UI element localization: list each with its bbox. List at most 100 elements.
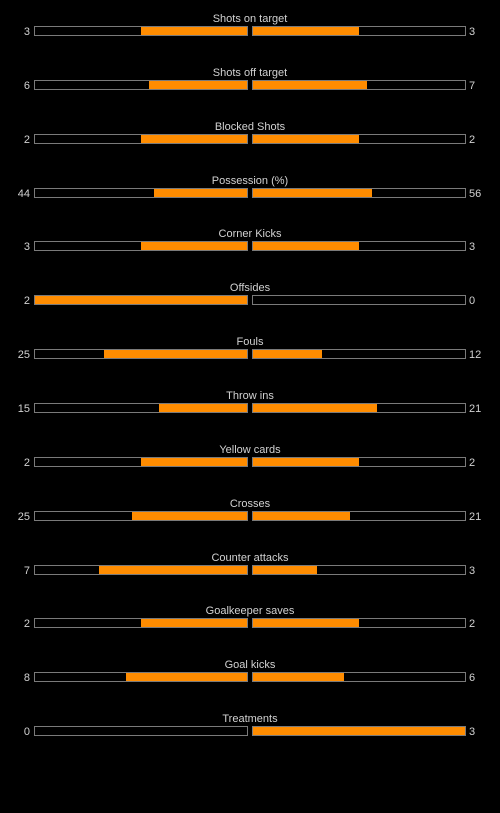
away-value: 3 — [469, 26, 476, 38]
home-value: 8 — [23, 672, 30, 684]
stat-label: Goalkeeper saves — [205, 605, 295, 617]
stat-row: Blocked Shots 2 2 — [0, 120, 500, 160]
away-value: 12 — [469, 349, 482, 361]
stat-row: Goalkeeper saves 2 2 — [0, 604, 500, 644]
away-bar — [252, 726, 466, 736]
stat-label: Counter attacks — [211, 552, 289, 564]
home-bar — [34, 349, 248, 359]
home-value: 2 — [23, 134, 30, 146]
away-bar-fill — [253, 81, 367, 89]
home-value: 2 — [23, 618, 30, 630]
home-value: 3 — [23, 26, 30, 38]
home-bar — [34, 457, 248, 467]
away-value: 56 — [469, 188, 482, 200]
stat-row: Throw ins 15 21 — [0, 389, 500, 429]
home-bar-fill — [132, 512, 247, 520]
stat-label: Shots off target — [212, 67, 288, 79]
stat-label: Treatments — [222, 713, 278, 725]
away-value: 3 — [469, 241, 476, 253]
home-bar — [34, 672, 248, 682]
away-value: 2 — [469, 618, 476, 630]
home-value: 44 — [17, 188, 30, 200]
home-bar-fill — [159, 404, 247, 412]
home-bar-fill — [154, 189, 247, 197]
away-bar-fill — [253, 727, 465, 735]
home-bar-fill — [141, 619, 247, 627]
stat-label: Corner Kicks — [218, 228, 282, 240]
away-bar — [252, 349, 466, 359]
stat-row: Goal kicks 8 6 — [0, 658, 500, 698]
stat-row: Shots off target 6 7 — [0, 66, 500, 106]
away-value: 2 — [469, 134, 476, 146]
away-bar — [252, 618, 466, 628]
home-bar — [34, 134, 248, 144]
away-value: 21 — [469, 511, 482, 523]
stat-row: Treatments 0 3 — [0, 712, 500, 752]
away-bar-fill — [253, 673, 344, 681]
away-bar-fill — [253, 512, 350, 520]
home-value: 2 — [23, 295, 30, 307]
away-bar-fill — [253, 242, 359, 250]
home-bar-fill — [35, 296, 247, 304]
away-bar-fill — [253, 350, 322, 358]
away-value: 3 — [469, 565, 476, 577]
stat-label: Blocked Shots — [214, 121, 286, 133]
away-value: 0 — [469, 295, 476, 307]
stat-label: Crosses — [229, 498, 271, 510]
away-bar — [252, 403, 466, 413]
away-value: 21 — [469, 403, 482, 415]
home-bar — [34, 295, 248, 305]
away-bar — [252, 134, 466, 144]
stat-row: Corner Kicks 3 3 — [0, 227, 500, 267]
home-bar — [34, 403, 248, 413]
home-bar — [34, 241, 248, 251]
away-value: 2 — [469, 457, 476, 469]
home-bar-fill — [141, 242, 247, 250]
stat-row: Counter attacks 7 3 — [0, 551, 500, 591]
home-bar — [34, 26, 248, 36]
stat-row: Yellow cards 2 2 — [0, 443, 500, 483]
stat-label: Shots on target — [212, 13, 288, 25]
away-bar-fill — [253, 27, 359, 35]
home-bar-fill — [126, 673, 247, 681]
away-bar — [252, 511, 466, 521]
stat-row: Shots on target 3 3 — [0, 12, 500, 52]
stat-label: Goal kicks — [224, 659, 276, 671]
stat-row: Possession (%) 44 56 — [0, 174, 500, 214]
stat-label: Possession (%) — [211, 175, 289, 187]
home-bar-fill — [141, 135, 247, 143]
away-bar-fill — [253, 566, 317, 574]
away-value: 7 — [469, 80, 476, 92]
away-bar-fill — [253, 458, 359, 466]
away-bar — [252, 26, 466, 36]
home-value: 0 — [23, 726, 30, 738]
home-bar-fill — [141, 458, 247, 466]
home-bar — [34, 511, 248, 521]
home-value: 25 — [17, 349, 30, 361]
home-bar — [34, 188, 248, 198]
away-bar — [252, 672, 466, 682]
away-bar — [252, 188, 466, 198]
home-value: 15 — [17, 403, 30, 415]
home-bar-fill — [104, 350, 247, 358]
away-bar-fill — [253, 619, 359, 627]
home-bar — [34, 618, 248, 628]
home-bar — [34, 565, 248, 575]
home-value: 7 — [23, 565, 30, 577]
home-bar-fill — [149, 81, 247, 89]
stat-row: Fouls 25 12 — [0, 335, 500, 375]
stat-row: Crosses 25 21 — [0, 497, 500, 537]
stat-label: Yellow cards — [219, 444, 281, 456]
home-bar-fill — [99, 566, 247, 574]
home-value: 25 — [17, 511, 30, 523]
home-bar-fill — [141, 27, 247, 35]
home-value: 3 — [23, 241, 30, 253]
away-bar-fill — [253, 404, 377, 412]
stat-label: Offsides — [229, 282, 271, 294]
away-value: 6 — [469, 672, 476, 684]
home-value: 6 — [23, 80, 30, 92]
away-value: 3 — [469, 726, 476, 738]
away-bar — [252, 80, 466, 90]
home-value: 2 — [23, 457, 30, 469]
